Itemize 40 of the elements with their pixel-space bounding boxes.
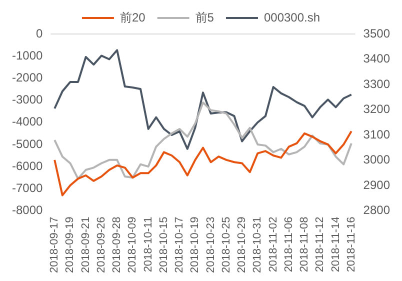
x-tick-label: 2018-10-15 [158,216,170,274]
x-tick-label: 2018-11-16 [345,216,358,272]
y-tick-label: 0 [36,26,44,40]
x-tick-label: 2018-11-12 [314,216,326,272]
x-tick-label: 2018-11-14 [330,216,342,272]
x-tick-label: 2018-10-25 [220,216,232,274]
x-tick-label: 2018-09-19 [64,216,76,274]
y-tick-label: -6000 [12,158,44,173]
y2-tick-label: 2900 [363,178,390,192]
x-tick-label: 2018-10-11 [142,216,154,272]
x-tick-label: 2018-10-09 [126,216,139,274]
y2-tick-label: 3400 [363,52,390,66]
x-tick-label: 2018-10-19 [189,216,202,274]
y2-tick-label: 3000 [363,152,390,167]
y-tick-label: -1000 [12,48,44,62]
x-tick-label: 2018-10-29 [236,216,248,274]
x-tick-label: 2018-10-31 [252,216,264,274]
y2-tick-label: 3100 [363,127,390,142]
x-tick-label: 2018-09-17 [48,216,61,274]
y-tick-label: -8000 [12,203,44,218]
y-tick-label: -3000 [12,92,44,107]
x-tick-label: 2018-09-26 [95,216,108,274]
y2-tick-label: 3300 [363,76,390,91]
legend-label: 000300.sh [264,10,320,24]
x-tick-label: 2018-11-06 [282,216,295,272]
y-tick-label: -4000 [12,114,44,129]
y2-tick-label: 2800 [363,203,390,218]
x-tick-label: 2018-11-02 [267,216,280,272]
legend-label: 前5 [195,10,214,24]
x-tick-label: 2018-09-28 [111,216,124,274]
legend-label: 前20 [120,10,146,24]
x-tick-label: 2018-09-21 [80,216,92,274]
y2-tick-label: 3200 [363,102,390,116]
x-tick-label: 2018-11-08 [298,216,311,272]
x-tick-label: 2018-10-17 [174,216,186,274]
y2-tick-label: 3500 [363,26,390,40]
y-tick-label: -7000 [12,180,44,195]
x-tick-label: 2018-10-23 [204,216,217,274]
y-tick-label: -2000 [12,70,44,84]
y-tick-label: -5000 [12,136,44,151]
